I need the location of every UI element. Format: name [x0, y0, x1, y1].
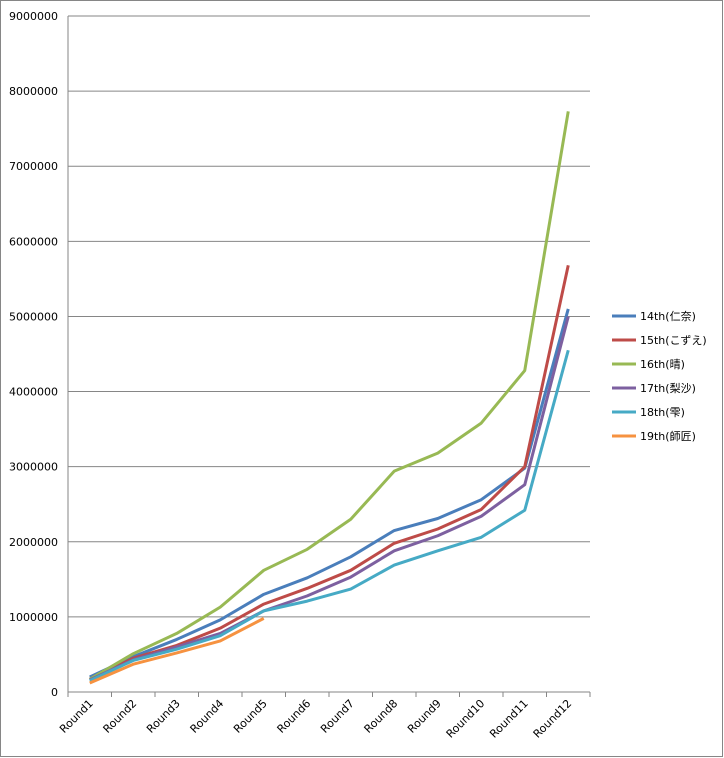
- y-tick-label: 4000000: [9, 386, 58, 399]
- y-tick-label: 9000000: [9, 10, 58, 23]
- y-tick-label: 2000000: [9, 536, 58, 549]
- series-line: [89, 316, 570, 682]
- legend-label: 18th(雫): [640, 406, 685, 419]
- series-line: [89, 349, 570, 683]
- y-tick-label: 5000000: [9, 310, 58, 323]
- series-line: [89, 617, 265, 685]
- legend-label: 19th(師匠): [640, 430, 696, 443]
- series-line: [89, 308, 570, 679]
- legend-label: 16th(晴): [640, 358, 685, 371]
- y-tick-label: 7000000: [9, 160, 58, 173]
- y-tick-label: 8000000: [9, 85, 58, 98]
- legend-label: 15th(こずえ): [640, 334, 707, 347]
- legend-label: 17th(梨沙): [640, 381, 696, 395]
- y-tick-label: 0: [51, 686, 58, 699]
- series-line: [88, 111, 570, 681]
- y-tick-label: 1000000: [9, 611, 58, 624]
- y-tick-label: 6000000: [9, 235, 58, 248]
- y-tick-label: 3000000: [9, 461, 58, 474]
- legend-label: 14th(仁奈): [640, 309, 696, 323]
